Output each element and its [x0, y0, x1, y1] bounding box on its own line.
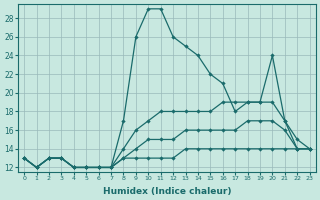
X-axis label: Humidex (Indice chaleur): Humidex (Indice chaleur) [103, 187, 231, 196]
